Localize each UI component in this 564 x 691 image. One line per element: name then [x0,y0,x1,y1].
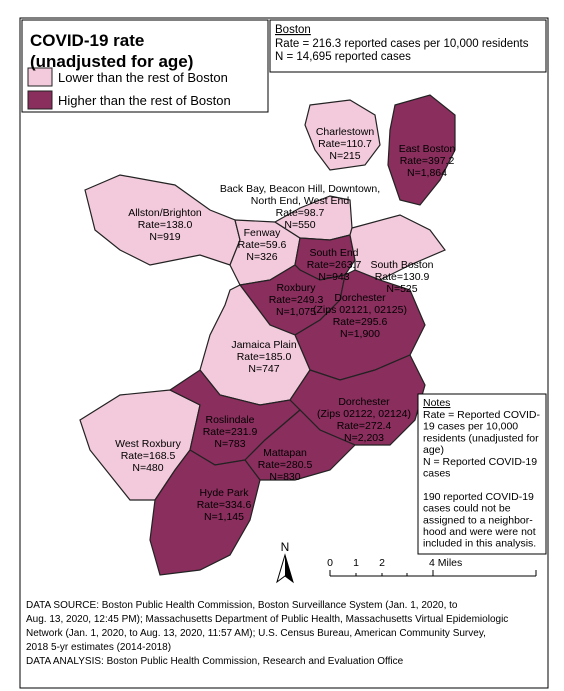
neighborhood-rate: Rate=249.3 [269,294,324,306]
scale-bar [329,570,537,577]
neighborhood-n: N=2,203 [344,432,384,444]
neighborhood-n: N=943 [318,271,349,283]
neighborhood-n: N=326 [246,251,277,263]
neighborhood-n: N=1,864 [407,167,447,179]
source-line: 2018 5-yr estimates (2014-2018) [26,642,171,653]
neighborhood-rate: Rate=263.7 [307,259,362,271]
neighborhood-name: Mattapan [263,447,307,459]
neighborhood-name: South Boston [370,259,433,271]
notes-line: assigned to a neighbor- [423,514,533,526]
neighborhood-name: Dorchester [338,396,390,408]
neighborhood-name: Hyde Park [199,487,249,499]
notes-line: 19 cases per 10,000 [423,421,518,433]
neighborhood-name: East Boston [399,143,456,155]
neighborhood-name: North End, West End [251,195,350,207]
notes-line: N = Reported COVID-19 [423,456,537,468]
legend-box [21,19,269,113]
neighborhood-n: N=215 [329,150,360,162]
north-arrow-half [285,555,293,582]
neighborhood-rate: Rate=110.7 [318,138,372,150]
neighborhood-name: Allston/Brighton [128,207,202,219]
neighborhood-rate: Rate=295.6 [333,316,388,328]
legend-title: (unadjusted for age) [30,52,193,71]
neighborhood-rate: Rate=272.4 [337,420,392,432]
neighborhood-rate: Rate=397.2 [400,155,455,167]
notes-box [417,393,547,555]
allston-brighton [84,174,241,266]
neighborhood-rate: Rate=185.0 [237,351,292,363]
hyde-park [149,449,261,576]
scale-label: 1 [353,557,359,569]
mattapan [244,409,357,481]
notes-line: cases [423,468,450,480]
neighborhood-name: Fenway [244,227,282,239]
summary-box [269,19,547,73]
south-boston [349,214,446,281]
neighborhood-n: N=830 [269,471,300,483]
legend-swatch-low [27,67,53,87]
source-line: DATA SOURCE: Boston Public Health Commis… [26,600,458,611]
scale-label: 0 [327,557,333,569]
legend-swatch-high [27,90,53,110]
neighborhood-rate: Rate=231.9 [203,426,258,438]
neighborhood-n: N=1,075 [276,306,316,318]
neighborhood-n: N=919 [149,231,180,243]
notes-line: residents (unadjusted for [423,432,539,444]
neighborhood-name: South End [309,247,358,259]
charlestown [304,99,381,171]
neighborhood-n: N=525 [386,283,417,295]
neighborhood-n: N=550 [284,219,315,231]
neighborhood-n: N=1,145 [204,511,244,523]
notes-line: included in this analysis. [423,538,536,550]
neighborhood-rate: Rate=130.9 [375,271,430,283]
neighborhood-name: Charlestown [316,126,375,138]
scale-label: 2 [379,557,385,569]
neighborhood-n: N=480 [132,462,163,474]
neighborhood-rate: Rate=334.6 [197,499,252,511]
neighborhood-rate: Rate=280.5 [258,459,313,471]
summary-line: N = 14,695 reported cases [275,51,411,63]
neighborhood-n: N=747 [248,363,279,375]
neighborhood-name: (Zips 02121, 02125) [313,304,407,316]
neighborhood-name: Jamaica Plain [231,339,297,351]
notes-line: Rate = Reported COVID- [423,409,541,421]
source-line: Network (Jan. 1, 2020, to Aug. 13, 2020,… [26,628,486,639]
neighborhood-rate: Rate=98.7 [276,207,325,219]
neighborhood-name: Back Bay, Beacon Hill, Downtown, [220,183,380,195]
neighborhood-name: Roxbury [276,282,316,294]
notes-line: cases could not be [423,503,511,515]
source-line: DATA ANALYSIS: Boston Public Health Comm… [26,656,404,667]
neighborhood-rate: Rate=138.0 [138,219,193,231]
notes-line: 190 reported COVID-19 [423,491,534,503]
neighborhood-n: N=783 [214,438,245,450]
east-boston [387,94,456,206]
neighborhood-rate: Rate=168.5 [121,450,176,462]
neighborhood-n: N=1,900 [340,328,380,340]
legend-item: Higher than the rest of Boston [58,93,231,108]
neighborhood-rate: Rate=59.6 [238,239,287,251]
summary-title: Boston [275,24,311,36]
summary-line: Rate = 216.3 reported cases per 10,000 r… [275,38,529,50]
notes-title: Notes [423,397,450,409]
scale-label: 4 Miles [429,557,462,569]
neighborhood-name: Roslindale [205,414,254,426]
legend-item: Lower than the rest of Boston [58,70,228,85]
legend-title: COVID-19 rate [30,31,144,50]
source-line: Aug. 13, 2020, 12:45 PM); Massachusetts … [26,614,508,625]
neighborhood-name: (Zips 02122, 02124) [317,408,411,420]
neighborhood-name: Dorchester [334,292,386,304]
notes-line: age) [423,444,444,456]
notes-line: hood and were were not [423,526,536,538]
north-label: N [281,540,290,554]
neighborhood-name: West Roxbury [115,438,181,450]
neighborhood-shapes [79,94,456,576]
